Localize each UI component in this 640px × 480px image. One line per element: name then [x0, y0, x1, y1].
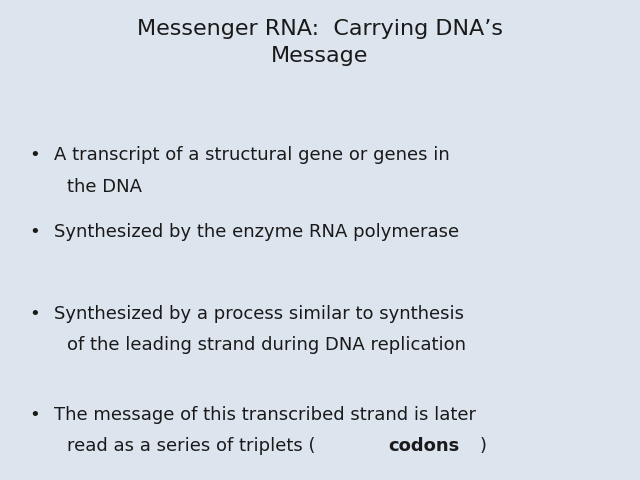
Text: A transcript of a structural gene or genes in: A transcript of a structural gene or gen… [54, 146, 450, 164]
Text: Synthesized by the enzyme RNA polymerase: Synthesized by the enzyme RNA polymerase [54, 223, 460, 241]
Text: •: • [29, 406, 40, 423]
Text: •: • [29, 305, 40, 323]
Text: read as a series of triplets (: read as a series of triplets ( [67, 437, 316, 455]
Text: •: • [29, 223, 40, 241]
Text: Messenger RNA:  Carrying DNA’s
Message: Messenger RNA: Carrying DNA’s Message [137, 19, 503, 66]
Text: Synthesized by a process similar to synthesis: Synthesized by a process similar to synt… [54, 305, 465, 323]
Text: of the leading strand during DNA replication: of the leading strand during DNA replica… [67, 336, 466, 354]
Text: codons: codons [388, 437, 459, 455]
Text: The message of this transcribed strand is later: The message of this transcribed strand i… [54, 406, 476, 423]
Text: ): ) [480, 437, 487, 455]
Text: the DNA: the DNA [67, 178, 142, 196]
Text: •: • [29, 146, 40, 164]
